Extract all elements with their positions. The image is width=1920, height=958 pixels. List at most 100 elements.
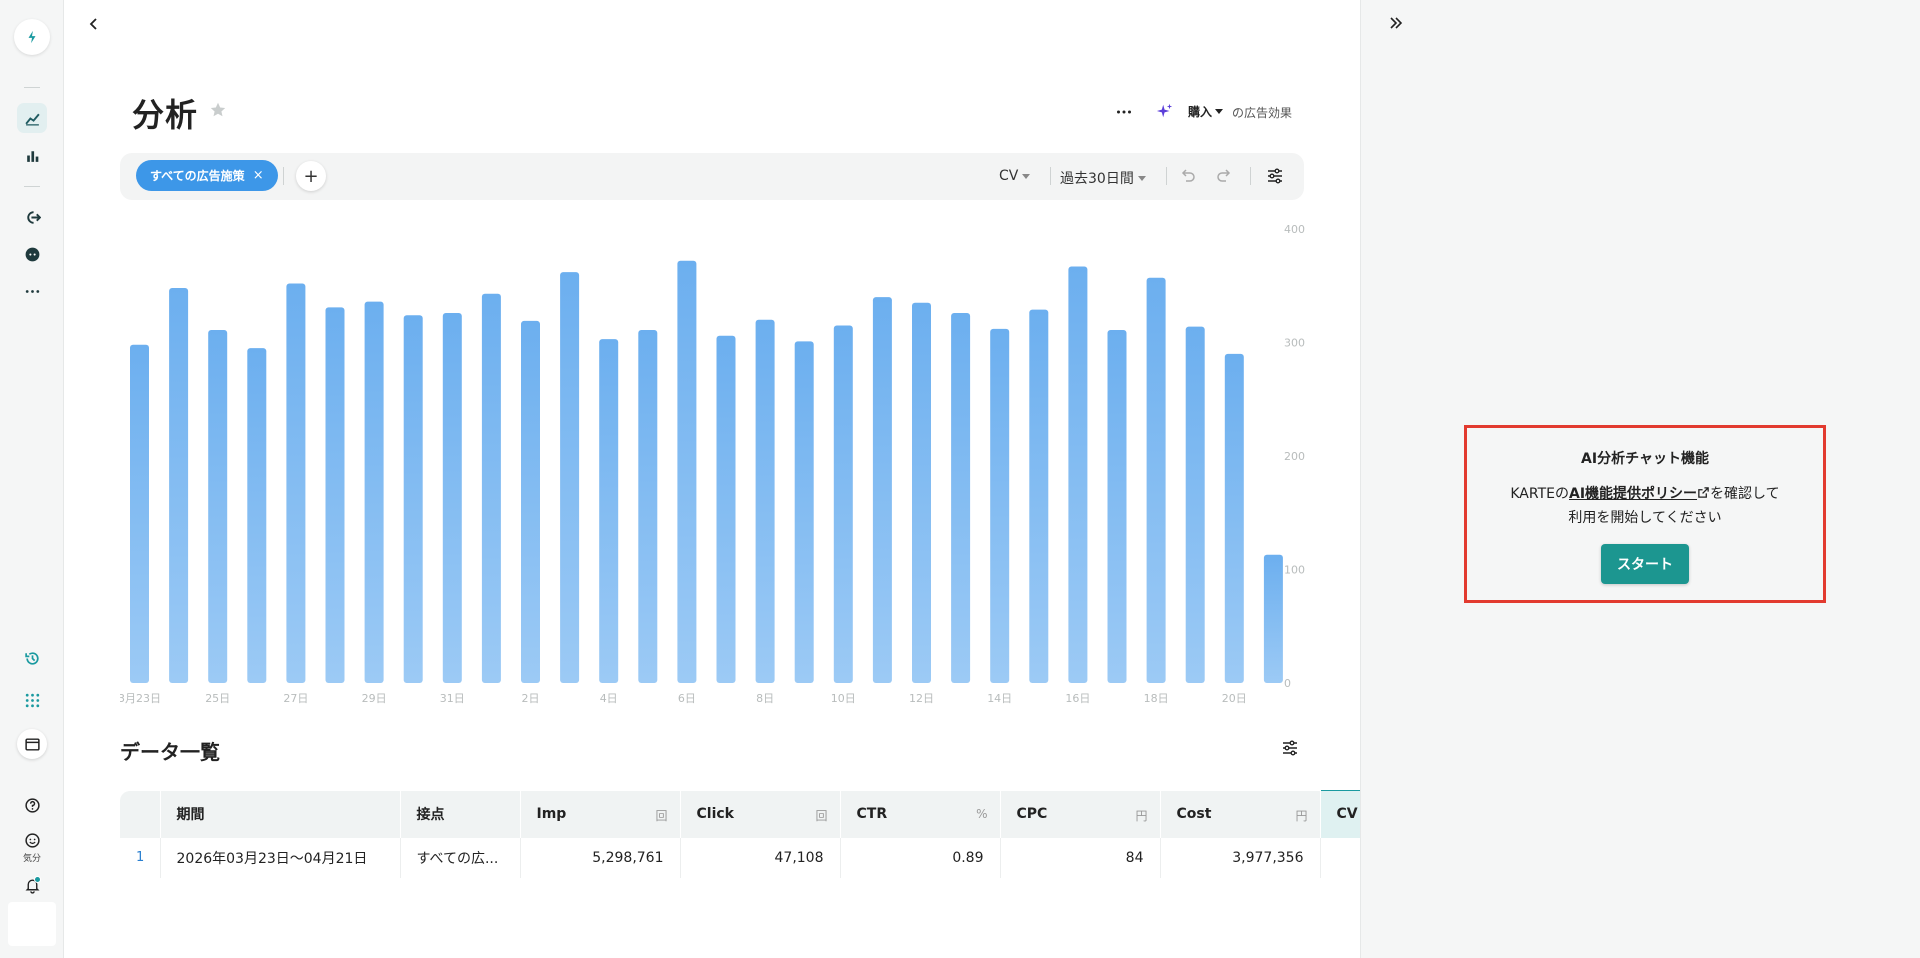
add-filter-button[interactable]: + xyxy=(296,161,326,191)
undo-icon[interactable] xyxy=(1178,166,1198,186)
chart-bar[interactable] xyxy=(912,302,931,683)
chart-bar[interactable] xyxy=(794,341,814,683)
apps-nav-icon[interactable] xyxy=(17,685,47,715)
bot-icon xyxy=(25,247,39,261)
chart-bar[interactable] xyxy=(1107,330,1127,683)
chart-bar[interactable] xyxy=(1146,277,1166,683)
karte-logo[interactable] xyxy=(14,19,50,55)
x-tick-label: 3月23日 xyxy=(120,692,161,705)
unit-label: 回 xyxy=(815,808,828,823)
chart-bar[interactable] xyxy=(130,344,149,683)
chart-bar[interactable] xyxy=(638,330,658,683)
arrow-out-icon xyxy=(26,210,41,224)
filter-chip[interactable]: すべての広告施策 × xyxy=(136,160,278,191)
column-header-click[interactable]: Click 回 xyxy=(680,790,841,838)
settings-sliders-icon[interactable] xyxy=(1265,166,1285,186)
user-menu-area[interactable] xyxy=(8,902,56,946)
chart-bar[interactable] xyxy=(990,328,1010,683)
rail-divider xyxy=(24,87,40,88)
column-header-imp[interactable]: Imp 回 xyxy=(520,790,681,838)
cell-cpc: 84 xyxy=(1000,837,1161,878)
chart-bar[interactable] xyxy=(521,320,540,683)
favorite-star-icon[interactable] xyxy=(209,101,227,119)
chart-bar[interactable] xyxy=(560,272,580,683)
chart-bar[interactable] xyxy=(599,339,619,683)
x-tick-label: 27日 xyxy=(283,692,308,705)
table-settings-icon[interactable] xyxy=(1280,738,1300,758)
column-header-touchpoint[interactable]: 接点 xyxy=(400,790,521,838)
column-header-ctr[interactable]: CTR% xyxy=(840,790,1001,838)
ai-chat-intro-card: AI分析チャット機能 KARTEのAI機能提供ポリシー を確認して 利用を開始して… xyxy=(1464,425,1826,603)
ai-policy-link[interactable]: AI機能提供ポリシー xyxy=(1568,486,1698,502)
chart-bar[interactable] xyxy=(169,288,189,683)
ai-sparkle-icon[interactable] xyxy=(1156,102,1174,120)
x-tick-label: 16日 xyxy=(1065,692,1090,705)
y-tick-label: 0 xyxy=(1284,677,1291,690)
mood-label: 気分 xyxy=(22,854,41,864)
goal-select[interactable]: 購入 xyxy=(1188,103,1224,120)
x-tick-label: 6日 xyxy=(678,692,696,705)
page-title: 分析 xyxy=(132,96,199,134)
chart-bar[interactable] xyxy=(1029,309,1049,683)
notifications-nav-icon[interactable] xyxy=(17,870,47,900)
x-tick-label: 18日 xyxy=(1144,692,1169,705)
export-nav-icon[interactable] xyxy=(17,202,47,232)
x-tick-label: 25日 xyxy=(205,692,230,705)
start-button[interactable]: スタート xyxy=(1601,544,1689,584)
chart-bar[interactable] xyxy=(325,307,345,683)
chart-bar[interactable] xyxy=(755,319,775,683)
caret-down-icon xyxy=(1215,109,1224,114)
table-row[interactable]: 1 2026年03月23日〜04月21日 すべての広... 5,298,761 … xyxy=(120,837,1360,878)
chart-bar[interactable] xyxy=(833,325,853,683)
unit-label: 円 xyxy=(1295,808,1308,823)
more-nav-icon[interactable] xyxy=(17,276,47,306)
chart-bar[interactable] xyxy=(951,312,971,683)
chip-close-icon[interactable]: × xyxy=(252,168,264,183)
mood-nav-icon[interactable] xyxy=(17,825,47,855)
more-options-icon[interactable] xyxy=(1114,102,1134,122)
help-nav-icon[interactable] xyxy=(17,790,47,820)
x-tick-label: 29日 xyxy=(362,692,387,705)
chart-bar[interactable] xyxy=(247,348,267,683)
chart-bar[interactable] xyxy=(872,297,892,683)
chart-bar[interactable] xyxy=(286,283,306,683)
chart-bar[interactable] xyxy=(716,335,736,683)
cell-period: 2026年03月23日〜04月21日 xyxy=(160,837,401,878)
redo-icon[interactable] xyxy=(1214,166,1234,186)
analytics-nav-icon[interactable] xyxy=(17,103,47,133)
chart-bar[interactable] xyxy=(1224,353,1244,683)
cell-click: 47,108 xyxy=(680,837,841,878)
chart-bar[interactable] xyxy=(442,312,462,683)
rail-divider xyxy=(24,186,40,187)
chart-bar[interactable] xyxy=(1185,326,1205,683)
column-header-cpc[interactable]: CPC 円 xyxy=(1000,790,1161,838)
column-header-period[interactable]: 期間 xyxy=(160,790,401,838)
x-tick-label: 8日 xyxy=(756,692,774,705)
y-tick-label: 400 xyxy=(1284,223,1305,236)
cell-touchpoint: すべての広... xyxy=(400,837,521,878)
chart-bar[interactable] xyxy=(208,330,228,683)
data-list-title: データ一覧 xyxy=(120,740,220,764)
project-switcher[interactable] xyxy=(17,729,47,759)
filter-bar: すべての広告施策 × + CV 過去30日間 xyxy=(120,153,1304,200)
data-table-container: 期間 接点 Imp 回 Click 回 CTR% CPC 円 Cost 円 CV 1 2… xyxy=(120,790,1360,878)
chart-bar[interactable] xyxy=(364,301,384,683)
column-header-cv[interactable]: CV xyxy=(1319,790,1360,838)
chat-bot-nav-icon[interactable] xyxy=(17,239,47,269)
back-chevron-icon[interactable] xyxy=(84,14,104,34)
period-value: 過去30日間 xyxy=(1060,171,1134,187)
x-tick-label: 14日 xyxy=(987,692,1012,705)
collapse-panel-icon[interactable] xyxy=(1387,14,1405,32)
chart-bar[interactable] xyxy=(403,315,423,683)
chart-bar[interactable] xyxy=(1068,266,1088,683)
chart-bar[interactable] xyxy=(1263,554,1283,683)
metric-dropdown[interactable]: CV xyxy=(999,168,1031,184)
column-header-cost[interactable]: Cost 円 xyxy=(1160,790,1321,838)
chart-bar[interactable] xyxy=(677,260,697,683)
report-nav-icon[interactable] xyxy=(17,140,47,170)
period-dropdown[interactable]: 過去30日間 xyxy=(1060,168,1146,188)
history-nav-icon[interactable] xyxy=(17,643,47,673)
external-link-icon[interactable] xyxy=(1697,486,1710,499)
chart-bar[interactable] xyxy=(481,293,501,683)
